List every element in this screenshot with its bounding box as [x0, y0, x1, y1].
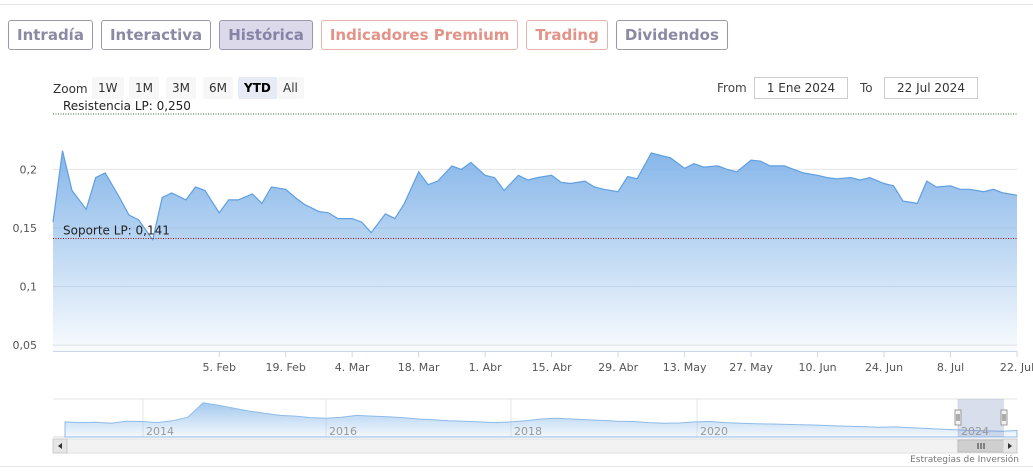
- x-tick-label: 10. Jun: [798, 361, 836, 374]
- scrollbar[interactable]: [52, 438, 1018, 454]
- range-to-input[interactable]: 22 Jul 2024: [884, 77, 978, 99]
- y-tick-label: 0,15: [13, 222, 38, 235]
- tab-bar: Intradía Interactiva Histórica Indicador…: [8, 20, 736, 50]
- navigator-series: [64, 402, 1018, 438]
- x-tick-label: 13. May: [663, 361, 707, 374]
- tab-dividendos[interactable]: Dividendos: [615, 20, 728, 50]
- x-tick-label: 8. Jul: [937, 361, 964, 374]
- x-tick-label: 24. Jun: [865, 361, 903, 374]
- y-tick-label: 0,2: [20, 163, 38, 176]
- zoom-1m-button[interactable]: 1M: [129, 77, 159, 99]
- zoom-1w-button[interactable]: 1W: [92, 77, 124, 99]
- tab-interactiva[interactable]: Interactiva: [100, 20, 212, 50]
- navigator[interactable]: 2014 2016 2018 2020 2024: [53, 398, 1018, 438]
- scroll-right-arrow-icon: [1008, 443, 1012, 449]
- navigator-right-handle[interactable]: [1000, 409, 1008, 426]
- top-divider: [0, 4, 1033, 5]
- tab-intradia[interactable]: Intradía: [8, 20, 93, 50]
- x-tick-label: 19. Feb: [265, 361, 305, 374]
- range-from-label: From: [717, 81, 747, 95]
- x-tick-label: 27. May: [729, 361, 773, 374]
- y-tick-label: 0,05: [13, 339, 38, 352]
- scroll-left-arrow-icon: [58, 443, 62, 449]
- navigator-selected-range[interactable]: [958, 399, 1004, 437]
- x-tick-label: 1. Abr: [469, 361, 502, 374]
- chart-credits[interactable]: Estrategias de Inversión: [910, 455, 1019, 465]
- zoom-3m-button[interactable]: 3M: [166, 77, 196, 99]
- navigator-year-label: 2016: [329, 425, 357, 438]
- x-tick-label: 15. Abr: [532, 361, 572, 374]
- support-label: Soporte LP: 0,141: [63, 224, 170, 238]
- series-line: [52, 150, 1018, 242]
- resistance-label: Resistencia LP: 0,250: [63, 99, 191, 113]
- navigator-year-label: 2020: [700, 425, 728, 438]
- series-area: [53, 150, 1017, 351]
- range-from-input[interactable]: 1 Ene 2024: [754, 77, 848, 99]
- scrollbar-track[interactable]: [52, 438, 1018, 454]
- range-to-label: To: [860, 81, 873, 95]
- x-tick-label: 5. Feb: [202, 361, 235, 374]
- zoom-ytd-button[interactable]: YTD: [238, 77, 277, 99]
- x-tick-label: 29. Abr: [598, 361, 638, 374]
- navigator-left-handle[interactable]: [954, 409, 962, 426]
- bottom-divider: [0, 466, 1033, 467]
- navigator-year-label: 2018: [514, 425, 542, 438]
- x-tick-label: 18. Mar: [398, 361, 440, 374]
- tab-historica[interactable]: Histórica: [219, 20, 313, 50]
- x-tick-label: 22. Jul: [1000, 361, 1033, 374]
- tab-indicadores-premium[interactable]: Indicadores Premium: [320, 20, 519, 50]
- y-tick-label: 0,1: [20, 281, 38, 294]
- zoom-all-button[interactable]: All: [277, 77, 304, 99]
- zoom-label: Zoom: [53, 82, 88, 96]
- zoom-6m-button[interactable]: 6M: [203, 77, 233, 99]
- x-tick-label: 4. Mar: [335, 361, 370, 374]
- tab-trading[interactable]: Trading: [526, 20, 608, 50]
- navigator-year-label: 2024: [961, 425, 989, 438]
- navigator-year-label: 2014: [146, 425, 174, 438]
